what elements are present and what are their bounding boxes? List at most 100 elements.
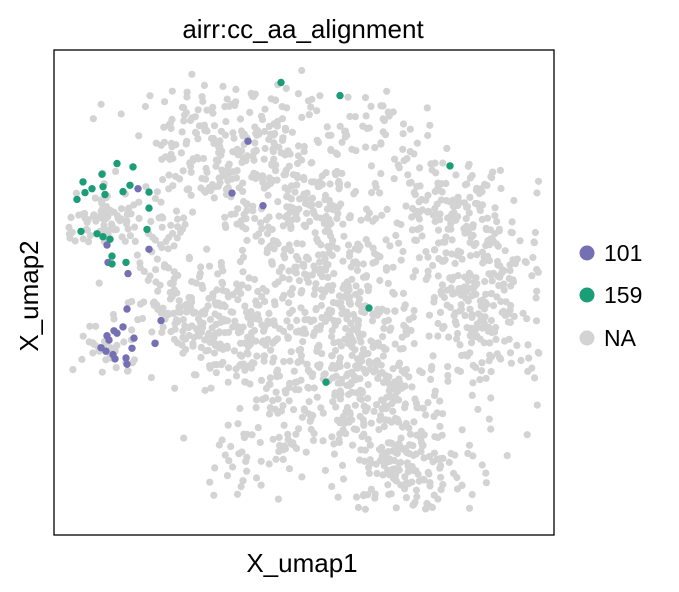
point-na-1320 — [118, 233, 126, 241]
legend-marker-na — [579, 330, 595, 346]
point-na-1909 — [313, 324, 321, 332]
point-na-935 — [422, 411, 430, 419]
point-na-807 — [457, 288, 465, 296]
point-na-434 — [251, 214, 259, 222]
point-na-796 — [460, 225, 468, 233]
point-na-553 — [416, 224, 424, 232]
legend-item-na: NA — [579, 325, 637, 351]
point-159-9 — [101, 190, 109, 199]
point-na-1029 — [268, 260, 276, 268]
point-na-639 — [507, 282, 515, 290]
point-na-283 — [291, 263, 299, 271]
point-na-217 — [186, 116, 195, 124]
point-na-1778 — [237, 483, 245, 491]
point-na-1500 — [335, 358, 343, 366]
point-na-1849 — [299, 338, 307, 346]
point-na-1051 — [304, 254, 312, 263]
point-101-12 — [105, 336, 113, 344]
point-na-23 — [146, 92, 154, 100]
point-na-275 — [321, 191, 330, 199]
point-na-1960 — [168, 229, 177, 237]
point-na-615 — [500, 280, 508, 288]
point-na-216 — [251, 139, 259, 147]
point-na-395 — [223, 185, 231, 193]
point-na-1836 — [236, 339, 245, 347]
point-na-989 — [445, 333, 453, 341]
point-na-1717 — [257, 376, 266, 384]
point-na-1709 — [285, 465, 293, 473]
point-na-1677 — [364, 463, 373, 471]
point-na-1985 — [389, 108, 397, 116]
point-na-861 — [291, 268, 300, 277]
point-na-750 — [477, 367, 486, 375]
point-na-1732 — [257, 457, 265, 465]
point-na-326 — [285, 162, 293, 170]
point-na-195 — [274, 198, 282, 206]
point-na-1487 — [430, 391, 439, 400]
point-na-657 — [463, 180, 471, 188]
point-na-1937 — [156, 281, 164, 289]
point-na-1874 — [287, 290, 295, 298]
point-na-1907 — [223, 317, 232, 325]
point-na-1365 — [428, 362, 436, 371]
point-na-1128 — [197, 263, 205, 271]
point-na-215 — [261, 144, 269, 153]
point-na-172 — [168, 143, 176, 151]
point-na-1470 — [371, 366, 379, 374]
point-na-1869 — [273, 368, 281, 376]
point-na-1749 — [265, 410, 274, 418]
point-na-1253 — [170, 286, 178, 294]
point-na-444 — [363, 205, 371, 213]
point-na-685 — [521, 258, 529, 266]
point-na-832 — [456, 367, 465, 376]
point-na-1621 — [334, 493, 342, 501]
point-na-292 — [367, 162, 376, 170]
point-na-1551 — [465, 504, 474, 512]
point-na-85 — [250, 156, 258, 164]
point-na-1957 — [159, 304, 167, 312]
point-na-1837 — [252, 315, 260, 323]
point-na-1015 — [410, 340, 418, 348]
point-na-1976 — [333, 150, 341, 158]
point-na-1753 — [272, 455, 280, 463]
point-na-1787 — [292, 444, 301, 452]
point-na-1565 — [385, 490, 393, 499]
point-na-349 — [321, 227, 329, 236]
point-na-228 — [117, 110, 125, 118]
point-na-738 — [534, 177, 543, 185]
point-na-461 — [252, 170, 260, 179]
point-na-729 — [516, 237, 524, 245]
point-na-1117 — [147, 374, 155, 382]
point-na-1423 — [382, 345, 390, 353]
point-na-1643 — [360, 430, 368, 438]
point-na-255 — [271, 96, 280, 104]
point-na-1930 — [170, 242, 178, 250]
point-na-218 — [239, 132, 247, 140]
point-na-1833 — [291, 385, 299, 394]
point-na-543 — [418, 232, 426, 240]
point-na-175 — [161, 153, 170, 161]
point-na-1735 — [252, 404, 260, 412]
point-na-341 — [224, 177, 232, 185]
point-na-1885 — [252, 396, 261, 404]
point-na-1166 — [175, 297, 183, 305]
point-na-1503 — [310, 290, 318, 299]
series-na — [65, 66, 543, 513]
point-na-1766 — [254, 424, 262, 432]
point-na-1664 — [392, 504, 400, 512]
point-na-1174 — [198, 281, 206, 289]
point-na-1952 — [152, 266, 160, 274]
point-na-524 — [416, 182, 424, 190]
point-na-1703 — [439, 481, 447, 489]
point-na-1486 — [395, 375, 403, 383]
point-na-1791 — [235, 450, 243, 458]
point-na-1851 — [212, 369, 220, 377]
point-na-354 — [317, 241, 325, 249]
point-na-1870 — [209, 292, 217, 301]
point-na-1510 — [349, 338, 357, 346]
point-na-1634 — [397, 434, 405, 442]
point-na-1491 — [406, 430, 415, 438]
point-na-256 — [187, 191, 195, 199]
point-na-1931 — [213, 286, 221, 294]
point-na-1956 — [147, 217, 155, 225]
